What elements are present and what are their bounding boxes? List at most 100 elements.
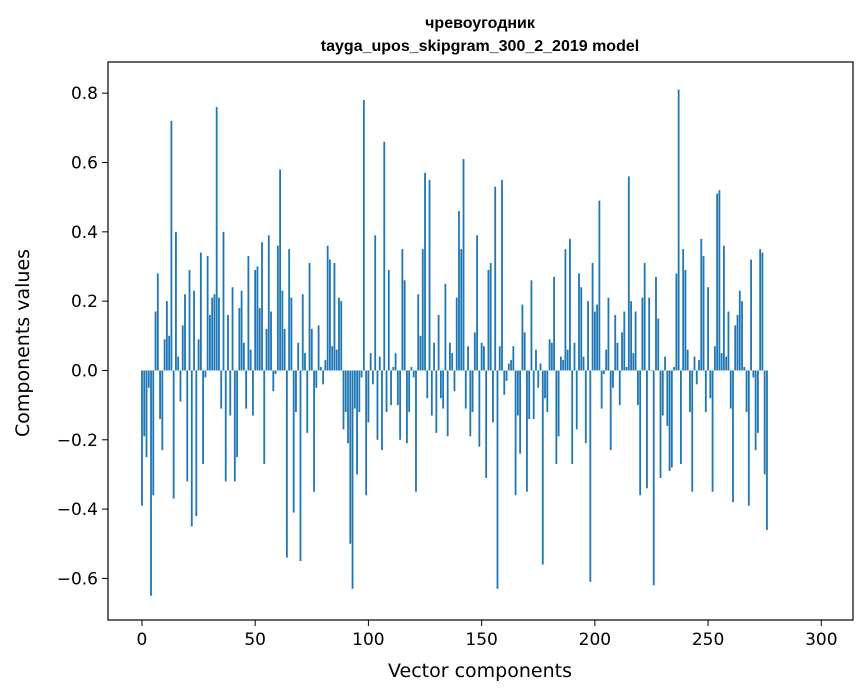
bar xyxy=(544,370,546,399)
bar xyxy=(347,370,349,444)
bar xyxy=(231,287,234,371)
bar xyxy=(766,370,768,530)
bar xyxy=(571,370,574,465)
bar xyxy=(528,370,531,419)
bar xyxy=(725,356,728,371)
bar xyxy=(252,370,254,416)
bar xyxy=(707,287,709,371)
bar xyxy=(358,370,361,413)
bar xyxy=(464,370,467,409)
bar xyxy=(455,297,458,371)
bar xyxy=(623,311,626,371)
bar xyxy=(763,370,766,475)
bar xyxy=(555,370,558,465)
bar xyxy=(415,370,417,492)
bar xyxy=(598,200,601,371)
bar xyxy=(202,370,205,465)
bar xyxy=(218,297,220,371)
bar xyxy=(150,370,152,596)
bar xyxy=(297,342,300,371)
bar xyxy=(208,315,211,371)
bar xyxy=(503,370,506,395)
bar xyxy=(559,356,562,371)
bar xyxy=(292,370,295,513)
bar xyxy=(342,370,345,430)
x-tick-label: 0 xyxy=(137,630,148,650)
bar xyxy=(351,370,354,589)
bar xyxy=(680,370,682,465)
bar xyxy=(514,370,517,496)
y-tick-label: 0.8 xyxy=(71,84,98,104)
y-axis-label: Components values xyxy=(12,249,34,437)
bar xyxy=(426,370,429,399)
bar xyxy=(646,370,648,489)
bar xyxy=(159,370,161,419)
bar xyxy=(433,342,435,371)
bar xyxy=(557,370,560,437)
bar xyxy=(335,349,338,371)
bar xyxy=(747,370,750,506)
bar xyxy=(333,263,336,371)
bar xyxy=(444,283,447,371)
bar xyxy=(723,245,725,371)
bar xyxy=(492,370,494,423)
bar xyxy=(648,297,651,371)
bar xyxy=(186,370,189,482)
bar xyxy=(621,332,623,371)
bar xyxy=(152,370,155,496)
bar xyxy=(267,235,270,371)
bar xyxy=(675,273,678,371)
bar xyxy=(353,370,356,409)
bar xyxy=(516,370,519,416)
bar xyxy=(360,370,363,378)
bar xyxy=(727,311,730,371)
bar xyxy=(227,315,229,371)
bar xyxy=(254,269,257,371)
bar xyxy=(738,290,741,371)
bar xyxy=(614,315,617,371)
bar xyxy=(526,370,528,492)
bar xyxy=(220,370,223,409)
bar xyxy=(322,370,325,385)
bar xyxy=(215,107,218,371)
plot-frame xyxy=(107,61,854,621)
bar xyxy=(578,273,580,371)
bar xyxy=(245,370,248,409)
bar xyxy=(564,249,567,371)
bar xyxy=(512,346,515,371)
bar xyxy=(451,353,454,371)
bar xyxy=(489,263,492,371)
bar xyxy=(412,370,415,378)
bar xyxy=(172,370,175,499)
bar xyxy=(510,360,512,371)
bar xyxy=(410,366,413,371)
bar xyxy=(272,370,275,392)
bar xyxy=(242,342,245,371)
bar xyxy=(315,370,318,388)
bar xyxy=(684,269,687,371)
bar xyxy=(759,249,762,371)
bar xyxy=(754,370,757,451)
bar xyxy=(247,256,250,371)
bar xyxy=(236,370,238,458)
bar xyxy=(750,259,752,371)
bar xyxy=(177,356,180,371)
bar xyxy=(396,370,399,406)
bar xyxy=(261,242,263,371)
bar xyxy=(211,297,214,371)
bar xyxy=(752,370,755,378)
bar xyxy=(695,370,698,385)
bar xyxy=(530,280,533,371)
bar xyxy=(147,370,150,388)
bar xyxy=(340,301,343,371)
bar xyxy=(632,353,635,371)
bar xyxy=(419,335,422,371)
bar xyxy=(691,370,694,492)
bar xyxy=(605,349,608,371)
bar xyxy=(165,301,168,371)
bar xyxy=(270,311,272,371)
bar xyxy=(213,294,216,371)
bar xyxy=(476,235,479,371)
bar xyxy=(437,315,440,371)
bar xyxy=(720,353,723,371)
